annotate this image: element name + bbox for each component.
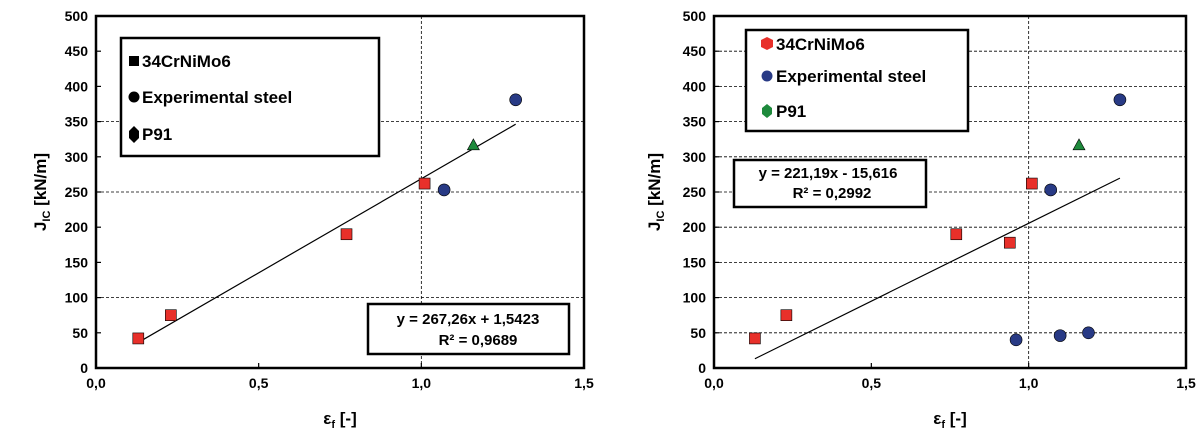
data-point-circle xyxy=(1082,326,1095,340)
y-tick-label: 250 xyxy=(683,184,707,200)
y-tick-label: 350 xyxy=(683,114,707,130)
y-tick-label: 400 xyxy=(65,78,89,94)
y-tick-label: 300 xyxy=(683,149,707,165)
data-points xyxy=(132,93,522,345)
legend-marker-circle xyxy=(128,91,140,103)
data-point-square xyxy=(132,332,145,345)
chart-right: 0 50 100 150 200 250 300 350 400 450 500 0,0 0,5 1,0… xyxy=(645,8,1196,431)
y-tick-label: 100 xyxy=(65,290,89,306)
data-point-square xyxy=(1026,177,1038,190)
y-tick-label: 400 xyxy=(683,78,707,94)
trendline-line xyxy=(754,177,1121,360)
trendline xyxy=(754,177,1121,360)
y-tick-label: 200 xyxy=(65,219,89,235)
data-point-circle xyxy=(509,93,522,107)
data-point-circle xyxy=(1053,329,1067,342)
y-tick-label: 100 xyxy=(683,290,707,306)
y-tick-label: 50 xyxy=(72,325,88,341)
legend-item-p91: P91 xyxy=(776,102,806,121)
legend-item-experimental-steel: Experimental steel xyxy=(776,67,926,86)
data-point-circle xyxy=(1009,333,1023,347)
trendline-equation: y = 267,26x + 1,5423 xyxy=(397,311,540,328)
y-tick-label: 350 xyxy=(65,114,89,130)
data-point-circle xyxy=(437,183,451,197)
legend-box xyxy=(744,28,970,133)
x-tick-label: 0,5 xyxy=(862,375,882,391)
equation-frame xyxy=(366,302,571,356)
trendline-equation: y = 221,19x - 15,616 xyxy=(759,165,898,182)
x-axis-label: εf [-] xyxy=(323,409,356,431)
legend-marker-square xyxy=(129,56,139,66)
equation-box: y = 267,26x + 1,5423 R² = 0,9689 xyxy=(366,302,571,356)
x-tick-label: 1,5 xyxy=(1176,375,1196,391)
legend-box xyxy=(119,36,381,158)
legend-marker-circle xyxy=(761,70,773,82)
y-tick-label: 150 xyxy=(65,254,89,270)
data-point-square xyxy=(340,228,353,241)
y-tick-label: 450 xyxy=(683,43,707,59)
y-tick-label: 450 xyxy=(65,43,89,59)
x-tick-label: 0,0 xyxy=(704,375,724,391)
x-tick-label: 1,5 xyxy=(574,375,594,391)
x-tick-label: 0,5 xyxy=(249,375,269,391)
data-point-circle xyxy=(1113,93,1127,107)
trendline-line xyxy=(137,123,516,343)
y-tick-label: 150 xyxy=(683,254,707,270)
equation-frame xyxy=(732,158,928,209)
legend-item-experimental-steel: Experimental steel xyxy=(142,88,292,107)
chart-left: 0 50 100 150 200 250 300 350 400 450 500 0,0 0,5 1,0… xyxy=(31,8,594,431)
y-axis-label: JIC [kN/m] xyxy=(645,153,667,231)
data-point-triangle xyxy=(1072,138,1086,151)
data-point-square xyxy=(418,177,431,190)
legend-marker-hexagon xyxy=(761,37,773,50)
x-tick-label: 1,0 xyxy=(412,375,432,391)
legend-item-p91: P91 xyxy=(142,125,172,144)
y-tick-label: 0 xyxy=(80,360,88,376)
legend: 34CrNiMo6 Experimental steel P91 xyxy=(119,36,381,158)
r-squared: R² = 0,9689 xyxy=(439,332,518,349)
x-tick-labels: 0,0 0,5 1,0 1,5 xyxy=(86,363,594,391)
trendline xyxy=(137,123,516,343)
legend-item-34crnimo6: 34CrNiMo6 xyxy=(142,52,231,71)
data-point-square xyxy=(1003,236,1016,249)
x-axis-label: εf [-] xyxy=(933,409,966,431)
y-tick-label: 200 xyxy=(683,219,707,235)
y-tick-label: 0 xyxy=(698,360,706,376)
data-points xyxy=(749,93,1127,347)
data-point-square xyxy=(165,309,177,322)
x-tick-label: 1,0 xyxy=(1019,375,1039,391)
data-point-square xyxy=(749,332,761,345)
data-point-square xyxy=(950,228,963,241)
legend-marker-star xyxy=(762,104,772,118)
data-point-square xyxy=(780,309,793,322)
r-squared: R² = 0,2992 xyxy=(793,185,872,202)
data-point-triangle xyxy=(466,138,480,151)
y-tick-label: 250 xyxy=(65,184,89,200)
x-tick-label: 0,0 xyxy=(86,375,106,391)
legend-marker-star xyxy=(129,126,139,143)
equation-box: y = 221,19x - 15,616 R² = 0,2992 xyxy=(732,158,928,209)
y-tick-label: 50 xyxy=(690,325,706,341)
data-point-circle xyxy=(1044,183,1057,197)
y-axis-label: JIC [kN/m] xyxy=(31,153,53,231)
y-tick-label: 300 xyxy=(65,149,89,165)
y-tick-label: 500 xyxy=(65,8,89,24)
x-tick-labels: 0,0 0,5 1,0 1,5 xyxy=(704,363,1196,391)
legend-item-34crnimo6: 34CrNiMo6 xyxy=(776,35,865,54)
y-tick-labels: 0 50 100 150 200 250 300 350 400 450 500 xyxy=(683,8,719,376)
y-tick-labels: 0 50 100 150 200 250 300 350 400 450 500 xyxy=(65,8,101,376)
legend: 34CrNiMo6 Experimental steel P91 xyxy=(744,28,970,133)
y-tick-label: 500 xyxy=(683,8,707,24)
